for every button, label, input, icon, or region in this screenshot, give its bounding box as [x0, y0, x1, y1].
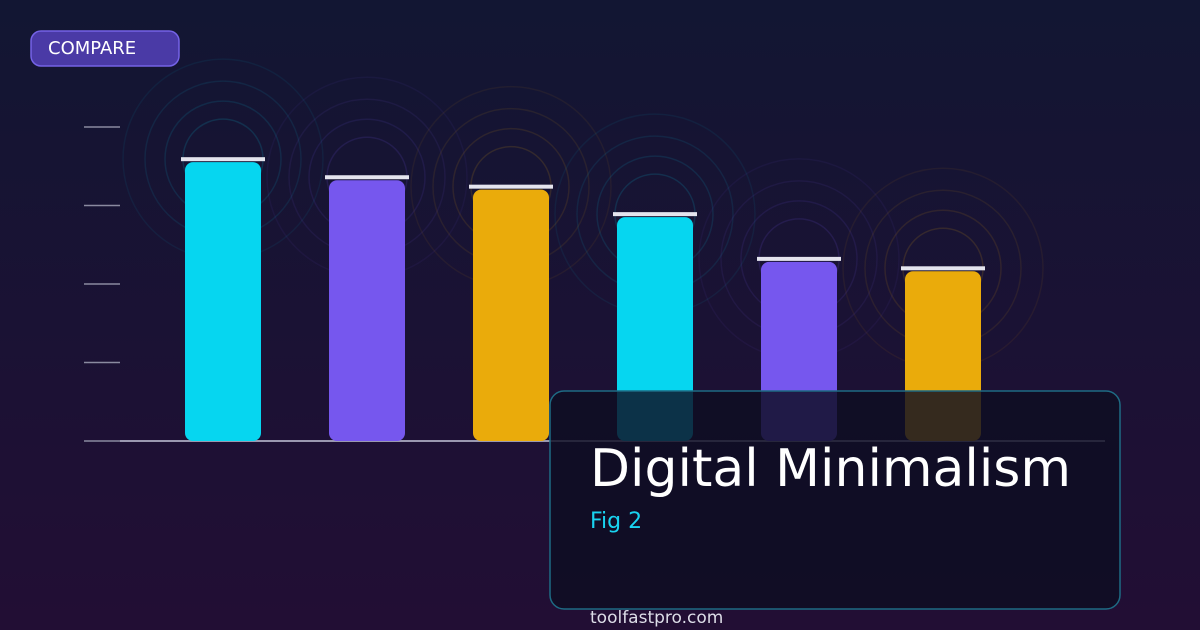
bar-cap	[325, 175, 409, 180]
title-panel	[549, 390, 1121, 610]
bar	[185, 162, 261, 441]
badge-label: COMPARE	[48, 38, 136, 59]
bar-cap	[757, 256, 841, 261]
bar	[617, 217, 693, 441]
bar-cap	[181, 157, 265, 162]
bar-cap	[901, 266, 985, 271]
badge	[30, 30, 180, 67]
bar-cap	[613, 212, 697, 217]
bar	[473, 189, 549, 441]
bar	[329, 180, 405, 442]
chart-title: Digital Minimalism	[590, 439, 1071, 499]
footer: toolfastpro.com	[590, 608, 723, 628]
bar-cap	[469, 184, 553, 189]
chart-subtitle: Fig 2	[590, 509, 642, 534]
